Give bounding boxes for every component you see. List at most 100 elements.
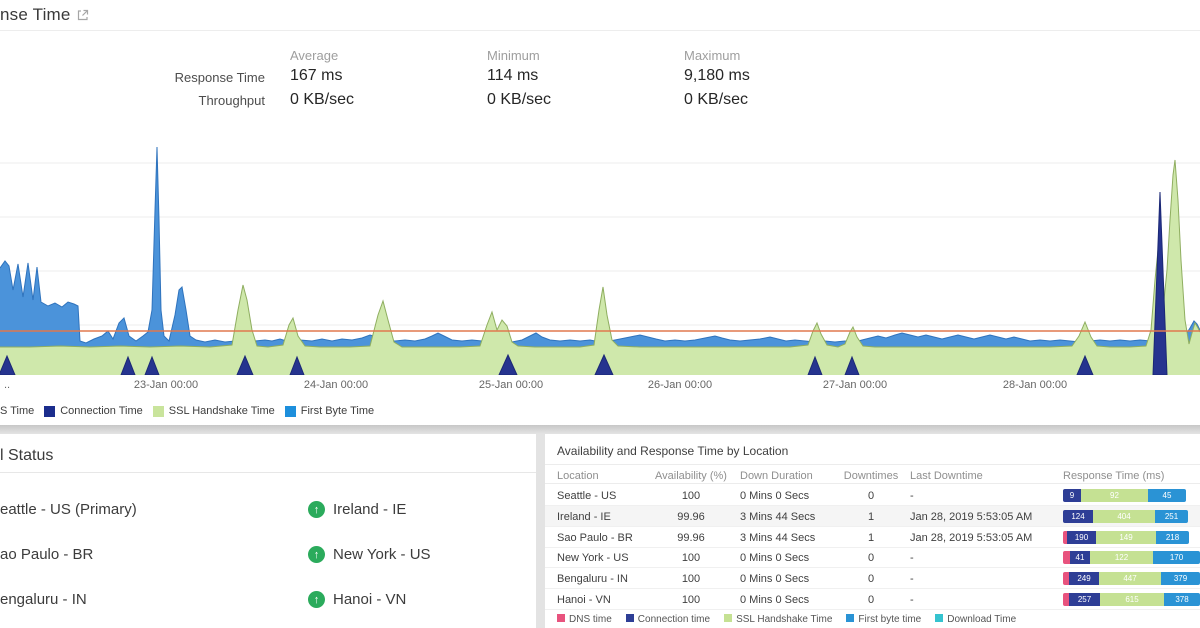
status-location-item[interactable]: ↑ Hanoi - VN [308,591,406,608]
status-location-item[interactable]: engaluru - IN [0,591,87,608]
bar-segment-ssl: 92 [1081,489,1148,502]
table-row[interactable]: Seattle - US 100 0 Mins 0 Secs 0 - 9 92 45 [545,485,1200,506]
chart-legend-item[interactable]: SSL Handshake Time [152,405,275,417]
table-header-2[interactable]: Down Duration [740,470,813,482]
table-header-5[interactable]: Response Time (ms) [1063,470,1165,482]
chart-legend-item[interactable]: Connection Time [44,405,143,417]
table-header-0[interactable]: Location [557,470,599,482]
bar-segment-dns [1063,572,1069,586]
bar-segment-first_byte: 45 [1148,489,1186,502]
bar-segment-ssl: 447 [1099,572,1161,586]
bar-segment-ssl: 122 [1090,551,1153,565]
legend-swatch [625,614,634,622]
table-legend-item[interactable]: Download Time [935,614,1016,625]
x-tick-label: 24-Jan 00:00 [303,379,369,391]
table-cell: 3 Mins 44 Secs [740,510,816,523]
table-legend-item[interactable]: First byte time [846,614,921,625]
bar-segment-ssl: 149 [1096,530,1156,544]
table-row[interactable]: Bengaluru - IN 100 0 Mins 0 Secs 0 - 249 447 37… [545,568,1200,590]
table-row[interactable]: Hanoi - VN 100 0 Mins 0 Secs 0 - 257 615 378 [545,589,1200,610]
table-cell: 100 [681,490,701,502]
table-row[interactable]: Sao Paulo - BR 99.96 3 Mins 44 Secs 1 Jan 28… [545,527,1200,548]
bar-segment-dns [1063,530,1067,544]
legend-label: Connection Time [60,405,143,417]
table-legend-item[interactable]: Connection time [625,614,710,625]
stat-row-label-throughput: Throughput [198,93,266,108]
table-cell: Sao Paulo - BR [557,531,633,544]
response-time-bar: 124 404 251 [1063,509,1188,523]
legend-label: First Byte Time [300,405,375,417]
table-cell: 1 [867,531,875,544]
status-location-item[interactable]: ao Paulo - BR [0,546,93,563]
bar-segment-first_byte: 379 [1161,572,1200,586]
table-legend-item[interactable]: SSL Handshake Time [724,614,832,625]
table-cell: 99.96 [677,510,705,523]
table-cell: Hanoi - VN [557,594,611,606]
external-link-icon[interactable] [76,8,90,27]
stat-col-maximum: Maximum [684,48,741,63]
status-divider [0,472,536,473]
availability-table-title: Availability and Response Time by Locati… [557,444,789,458]
table-row[interactable]: New York - US 100 0 Mins 0 Secs 0 - 41 122 170 [545,547,1200,569]
status-up-icon: ↑ [308,501,325,518]
table-cell: Jan 28, 2019 5:53:05 AM [910,531,1033,544]
stat-avg-throughput: 0 KB/sec [290,91,355,108]
table-title-divider [545,464,1200,465]
table-row[interactable]: Ireland - IE 99.96 3 Mins 44 Secs 1 Jan 28, … [545,505,1200,527]
stat-min-response: 114 ms [487,67,539,84]
header-divider [0,30,1200,31]
chart-legend: S Time Connection Time SSL Handshake Time F… [0,405,374,417]
legend-swatch [724,614,733,622]
table-cell: - [910,490,914,502]
table-cell: 3 Mins 44 Secs [740,531,816,544]
status-location-item[interactable]: ↑ New York - US [308,546,431,563]
chart-legend-item[interactable]: S Time [0,405,34,417]
status-location-label: Ireland - IE [333,501,407,518]
table-legend-item[interactable]: DNS time [557,614,612,625]
table-header-3[interactable]: Downtimes [843,470,899,482]
table-cell: - [910,573,914,586]
status-location-item[interactable]: ↑ Ireland - IE [308,501,406,518]
response-time-bar: 190 149 218 [1063,530,1189,544]
bar-segment-connection: 124 [1063,509,1093,523]
table-cell: - [910,552,914,565]
legend-label: DNS time [569,614,612,625]
stat-col-minimum: Minimum [487,48,540,63]
bar-segment-dns [1063,551,1070,565]
stat-avg-response: 167 ms [290,67,343,84]
bar-segment-first_byte: 251 [1155,509,1188,523]
status-location-label: New York - US [333,546,431,563]
legend-swatch [152,405,164,417]
stat-max-response: 9,180 ms [684,67,750,84]
legend-label: SSL Handshake Time [168,405,275,417]
section-divider [0,425,1200,434]
bar-segment-connection: 257 [1069,593,1100,606]
table-cell: 0 [867,594,875,606]
availability-table-card: Availability and Response Time by Locati… [545,434,1200,628]
x-tick-label: 28-Jan 00:00 [1002,379,1068,391]
status-up-icon: ↑ [308,591,325,608]
table-cell: 100 [681,552,701,565]
status-location-item[interactable]: eattle - US (Primary) [0,501,137,518]
table-header-4[interactable]: Last Downtime [910,470,983,482]
table-cell: Seattle - US [557,490,617,502]
legend-swatch [935,614,944,622]
response-time-chart[interactable] [0,128,1200,375]
stat-col-average: Average [290,48,339,63]
table-cell: 0 Mins 0 Secs [740,490,810,502]
table-cell: New York - US [557,552,629,565]
bar-segment-first_byte: 378 [1164,593,1200,606]
table-cell: 0 [867,490,875,502]
table-cell: Ireland - IE [557,510,611,523]
x-tick-label: 26-Jan 00:00 [647,379,713,391]
table-legend: DNS time Connection time SSL Handshake Tim… [557,614,1016,625]
response-time-bar: 41 122 170 [1063,551,1200,565]
table-cell: 100 [681,573,701,586]
legend-swatch [846,614,855,622]
table-cell: 0 Mins 0 Secs [740,573,810,586]
table-header-1[interactable]: Availability (%) [655,470,727,482]
chart-legend-item[interactable]: First Byte Time [284,405,375,417]
legend-label: S Time [0,405,35,417]
table-cell: 0 Mins 0 Secs [740,552,810,565]
table-cell: - [910,594,914,606]
